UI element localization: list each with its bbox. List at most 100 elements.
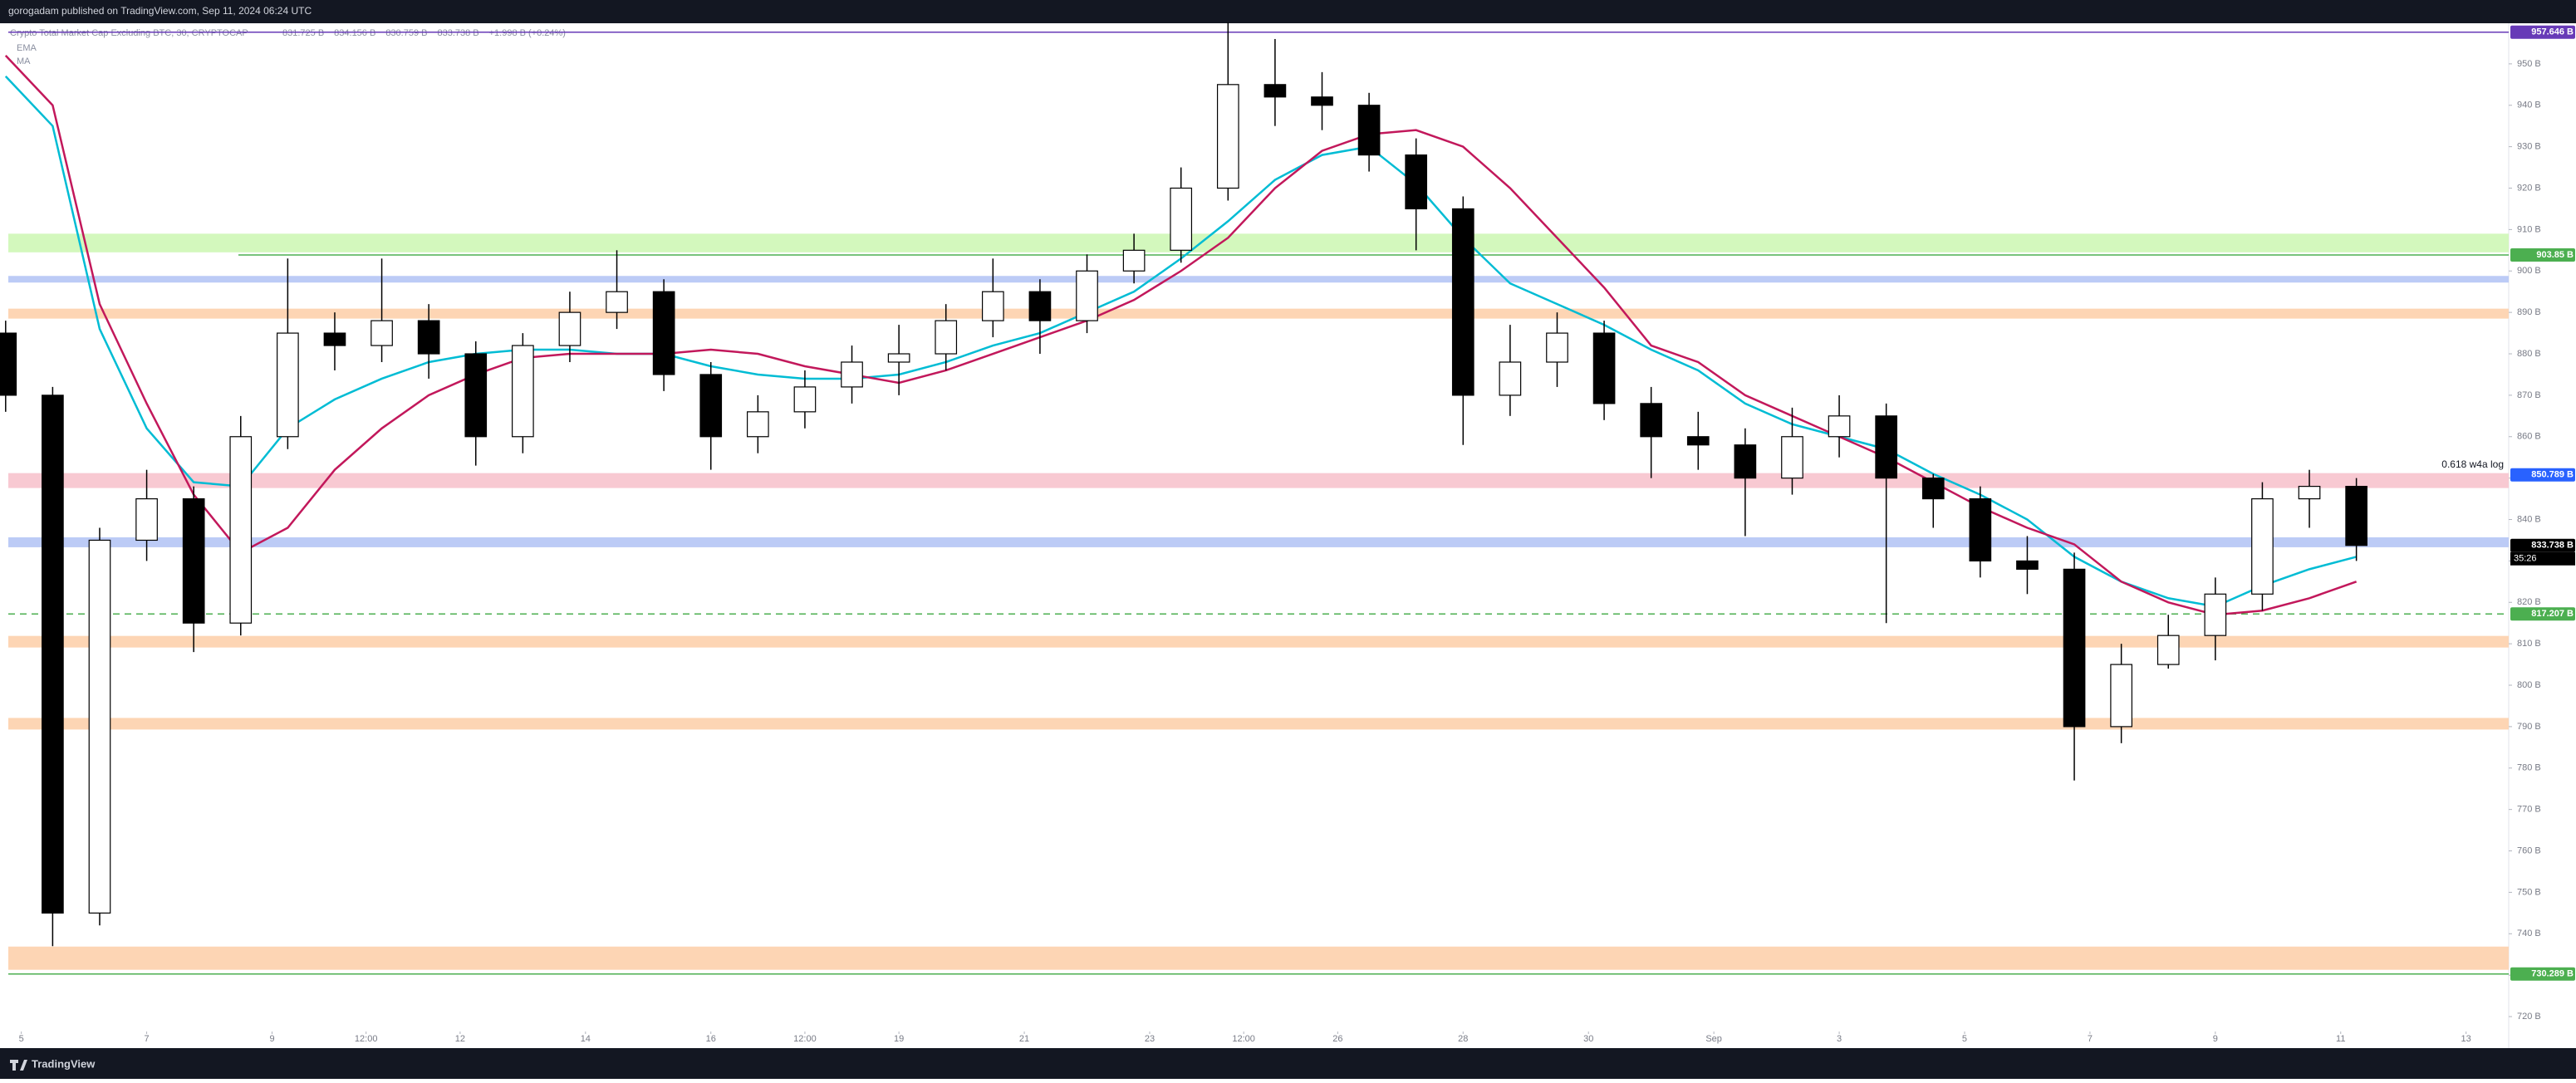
ohlc-readout: 834.156 B bbox=[334, 28, 375, 38]
candle-body bbox=[1405, 154, 1428, 210]
ohlc-readout: 831.725 B bbox=[282, 28, 324, 38]
candle-body bbox=[1451, 208, 1474, 396]
candle-body bbox=[1216, 84, 1239, 189]
x-tick-label: 12:00 bbox=[355, 1034, 378, 1044]
y-tick-label: 920 B bbox=[2517, 183, 2541, 193]
x-tick-label: 19 bbox=[894, 1034, 904, 1044]
y-tick-label: 790 B bbox=[2517, 722, 2541, 732]
candle-body bbox=[1640, 403, 1663, 438]
price-label: 817.207 B bbox=[2531, 609, 2574, 619]
x-tick-label: 12 bbox=[455, 1034, 465, 1044]
x-tick-label: 11 bbox=[2336, 1034, 2345, 1044]
candle-body bbox=[1875, 415, 1897, 479]
countdown: 35:26 bbox=[2514, 554, 2537, 564]
brand: TradingView bbox=[32, 1057, 96, 1070]
candle-body bbox=[277, 332, 299, 438]
price-label-bg bbox=[2510, 25, 2575, 39]
x-tick-label: 9 bbox=[269, 1034, 274, 1044]
x-tick-label: 9 bbox=[2213, 1034, 2218, 1044]
y-tick-label: 870 B bbox=[2517, 390, 2541, 400]
y-tick-label: 930 B bbox=[2517, 142, 2541, 152]
y-tick-label: 890 B bbox=[2517, 307, 2541, 317]
ma-line bbox=[4, 55, 2358, 616]
symbol-title: Crypto Total Market Cap Excluding BTC, 3… bbox=[10, 28, 248, 38]
y-tick-label: 820 B bbox=[2517, 597, 2541, 607]
candle-body bbox=[135, 497, 158, 542]
candle-body bbox=[1921, 478, 1945, 500]
publish-info: gorogadam published on TradingView.com, … bbox=[8, 5, 312, 17]
y-tick-label: 750 B bbox=[2517, 887, 2541, 897]
price-label-bg bbox=[2510, 248, 2575, 262]
candle-body bbox=[512, 345, 534, 438]
zone bbox=[8, 635, 2509, 648]
x-tick-label: 16 bbox=[706, 1034, 716, 1044]
price-label-bg bbox=[2510, 468, 2575, 482]
candle-body bbox=[2156, 635, 2180, 665]
price-label: 730.289 B bbox=[2531, 969, 2574, 979]
price-label: 833.738 B bbox=[2531, 541, 2574, 551]
x-tick-label: 14 bbox=[581, 1034, 591, 1044]
candle-body bbox=[1592, 332, 1616, 404]
y-tick-label: 840 B bbox=[2517, 514, 2541, 524]
candle-body bbox=[1357, 105, 1381, 156]
candle-body bbox=[935, 320, 958, 355]
price-label: 850.789 B bbox=[2531, 470, 2574, 480]
zone bbox=[8, 308, 2509, 319]
candle-body bbox=[981, 291, 1004, 321]
candle-body bbox=[182, 497, 205, 624]
candle-body bbox=[1028, 291, 1052, 321]
candle-body bbox=[2345, 486, 2367, 546]
candle-body bbox=[606, 291, 628, 313]
price-label-bg bbox=[2510, 967, 2575, 981]
candle-body bbox=[699, 374, 723, 438]
y-tick-label: 740 B bbox=[2517, 929, 2541, 938]
x-tick-label: 28 bbox=[1458, 1034, 1468, 1044]
candle-body bbox=[323, 332, 346, 346]
x-tick-label: 5 bbox=[19, 1034, 24, 1044]
x-tick-label: 13 bbox=[2461, 1034, 2471, 1044]
zone bbox=[8, 276, 2509, 283]
candle-body bbox=[1076, 270, 1098, 321]
candle-body bbox=[887, 353, 910, 363]
y-tick-label: 860 B bbox=[2517, 432, 2541, 442]
ohlc-readout: 833.738 B bbox=[437, 28, 478, 38]
candle-body bbox=[1546, 332, 1568, 363]
candle-body bbox=[1170, 187, 1193, 251]
candle-body bbox=[1969, 497, 1992, 561]
y-tick-label: 780 B bbox=[2517, 763, 2541, 773]
y-tick-label: 910 B bbox=[2517, 224, 2541, 234]
candle-body bbox=[2251, 497, 2274, 595]
price-label-bg bbox=[2510, 538, 2575, 552]
candle-body bbox=[2016, 560, 2039, 570]
x-tick-label: 26 bbox=[1332, 1034, 1342, 1044]
x-tick-label: 12:00 bbox=[793, 1034, 817, 1044]
y-tick-label: 800 B bbox=[2517, 680, 2541, 690]
zone bbox=[8, 718, 2509, 730]
y-tick-label: 880 B bbox=[2517, 349, 2541, 359]
x-tick-label: 5 bbox=[1962, 1034, 1967, 1044]
y-tick-label: 940 B bbox=[2517, 100, 2541, 110]
candle-body bbox=[370, 320, 393, 346]
candle-body bbox=[1499, 361, 1522, 396]
candle-body bbox=[42, 394, 64, 914]
candle-body bbox=[417, 320, 440, 355]
top-bar bbox=[0, 0, 2576, 23]
price-label-bg bbox=[2510, 607, 2575, 621]
candle-body bbox=[1734, 444, 1757, 479]
y-tick-label: 810 B bbox=[2517, 639, 2541, 649]
x-tick-label: 3 bbox=[1837, 1034, 1842, 1044]
candle-body bbox=[1263, 84, 1287, 98]
candle-body bbox=[2298, 486, 2321, 500]
y-tick-label: 900 B bbox=[2517, 266, 2541, 276]
candle-body bbox=[2063, 568, 2086, 728]
candle-body bbox=[229, 436, 253, 624]
ohlc-readout: +1.998 B (+0.24%) bbox=[489, 28, 566, 38]
bottom-bar bbox=[0, 1048, 2576, 1079]
legend-entry: MA bbox=[17, 56, 31, 66]
countdown-bg bbox=[2510, 551, 2575, 566]
candle-body bbox=[558, 311, 581, 346]
y-tick-label: 720 B bbox=[2517, 1012, 2541, 1022]
candle-body bbox=[1122, 249, 1146, 272]
candle-body bbox=[2110, 664, 2132, 728]
